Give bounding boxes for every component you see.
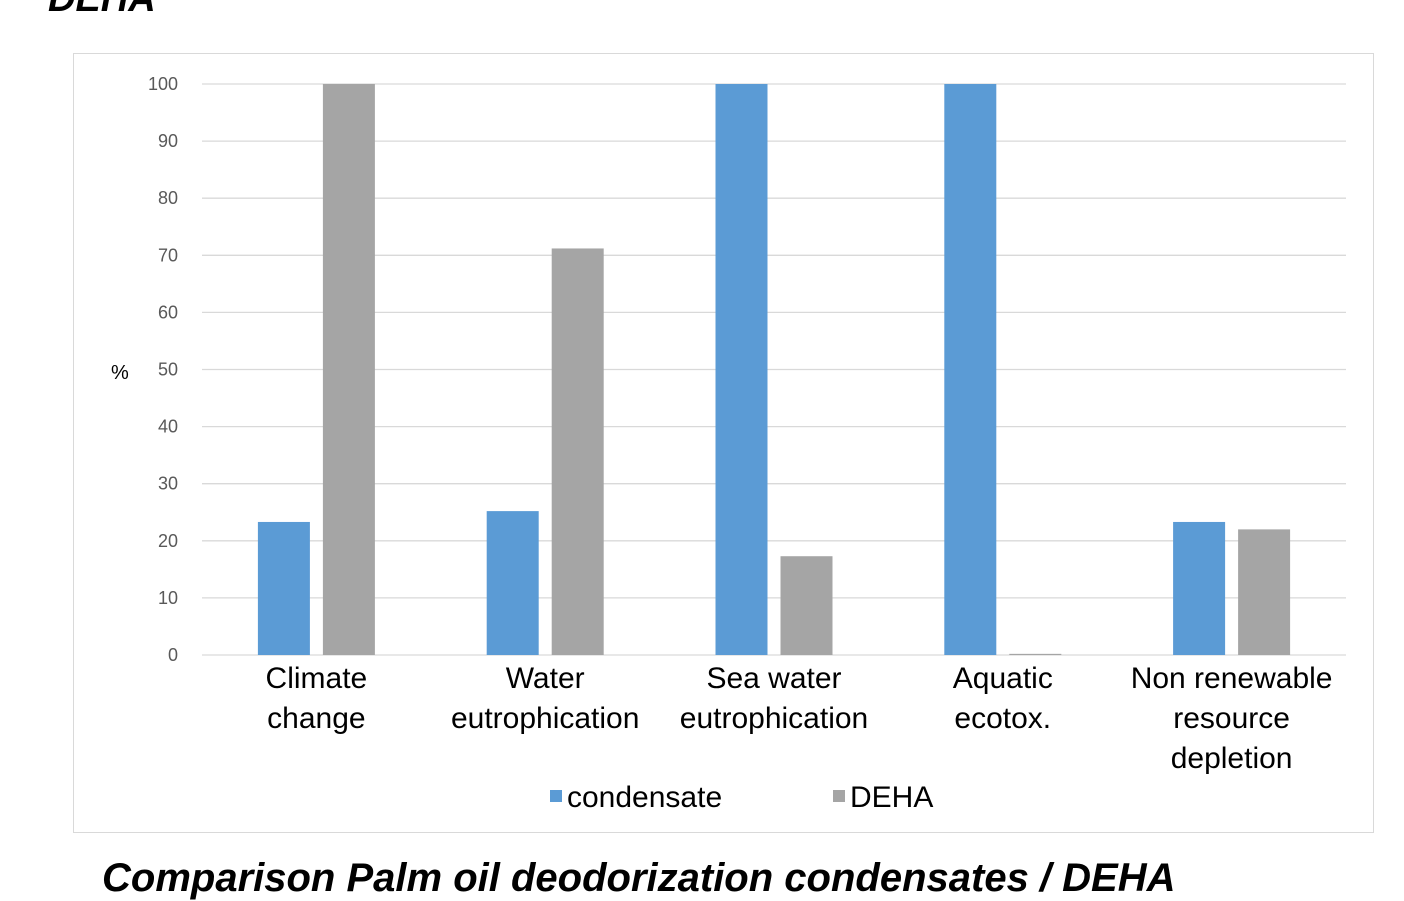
bar-condensate-3 — [944, 84, 997, 655]
category-labels: Climate change Water eutrophication Sea wate… — [266, 662, 1333, 775]
category-label: Non renewable — [1131, 662, 1333, 695]
category-label: eutrophication — [451, 702, 639, 735]
legend-swatch-condensate — [550, 790, 562, 802]
y-tick-label: 40 — [158, 417, 178, 437]
category-label: eutrophication — [680, 702, 868, 735]
y-tick-label: 90 — [158, 131, 178, 151]
bar-chart: 0 10 20 30 40 50 60 70 80 90 100 % Climate change Wa… — [111, 74, 1346, 814]
bottom-caption: Comparison Palm oil deodorization conden… — [102, 856, 1176, 900]
bar-deha-1 — [551, 248, 604, 655]
chart-frame: 0 10 20 30 40 50 60 70 80 90 100 % Climate change Wa… — [73, 53, 1374, 833]
category-label: resource — [1173, 702, 1290, 735]
bar-condensate-4 — [1173, 521, 1226, 655]
y-tick-label: 20 — [158, 531, 178, 551]
legend: condensate DEHA — [550, 781, 933, 814]
y-tick-label: 60 — [158, 302, 178, 322]
y-tick-label: 10 — [158, 588, 178, 608]
bar-condensate-0 — [257, 521, 310, 655]
y-tick-label: 0 — [168, 645, 178, 665]
bar-deha-2 — [780, 556, 833, 655]
y-axis-label: % — [111, 362, 129, 384]
y-tick-label: 50 — [158, 360, 178, 380]
category-label: depletion — [1171, 742, 1293, 775]
bar-condensate-1 — [486, 511, 539, 655]
legend-label-deha: DEHA — [850, 781, 933, 814]
y-tick-label: 100 — [148, 74, 178, 94]
y-tick-label: 30 — [158, 474, 178, 494]
gridlines — [202, 83, 1346, 656]
category-label: Water — [506, 662, 585, 695]
top-caption: DEHA — [48, 0, 156, 21]
bar-deha-4 — [1238, 529, 1291, 655]
legend-swatch-deha — [833, 790, 845, 802]
category-label: ecotox. — [954, 702, 1051, 735]
bar-condensate-2 — [715, 84, 768, 655]
bars — [257, 84, 1291, 655]
y-tick-label: 70 — [158, 245, 178, 265]
y-tick-label: 80 — [158, 188, 178, 208]
category-label: Climate — [266, 662, 368, 695]
category-label: Aquatic — [953, 662, 1053, 695]
category-label: Sea water — [706, 662, 841, 695]
legend-label-condensate: condensate — [567, 781, 722, 814]
y-axis-ticks: 0 10 20 30 40 50 60 70 80 90 100 — [148, 74, 178, 665]
category-label: change — [267, 702, 365, 735]
bar-deha-3 — [1009, 653, 1062, 655]
bar-deha-0 — [322, 84, 375, 655]
